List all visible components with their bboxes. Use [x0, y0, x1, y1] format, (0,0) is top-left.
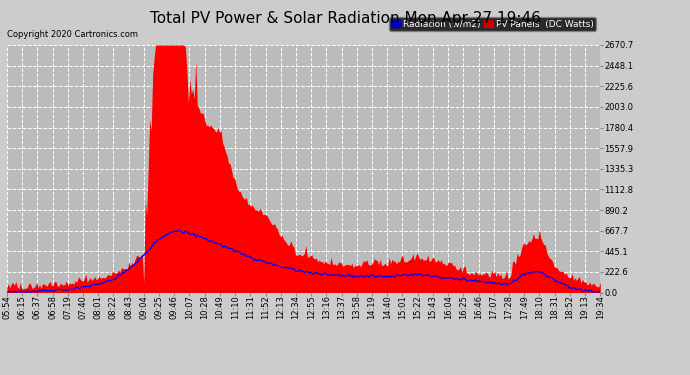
Text: Total PV Power & Solar Radiation Mon Apr 27 19:46: Total PV Power & Solar Radiation Mon Apr…: [150, 11, 540, 26]
Text: Copyright 2020 Cartronics.com: Copyright 2020 Cartronics.com: [7, 30, 138, 39]
Legend: Radiation (w/m2), PV Panels  (DC Watts): Radiation (w/m2), PV Panels (DC Watts): [388, 17, 595, 31]
